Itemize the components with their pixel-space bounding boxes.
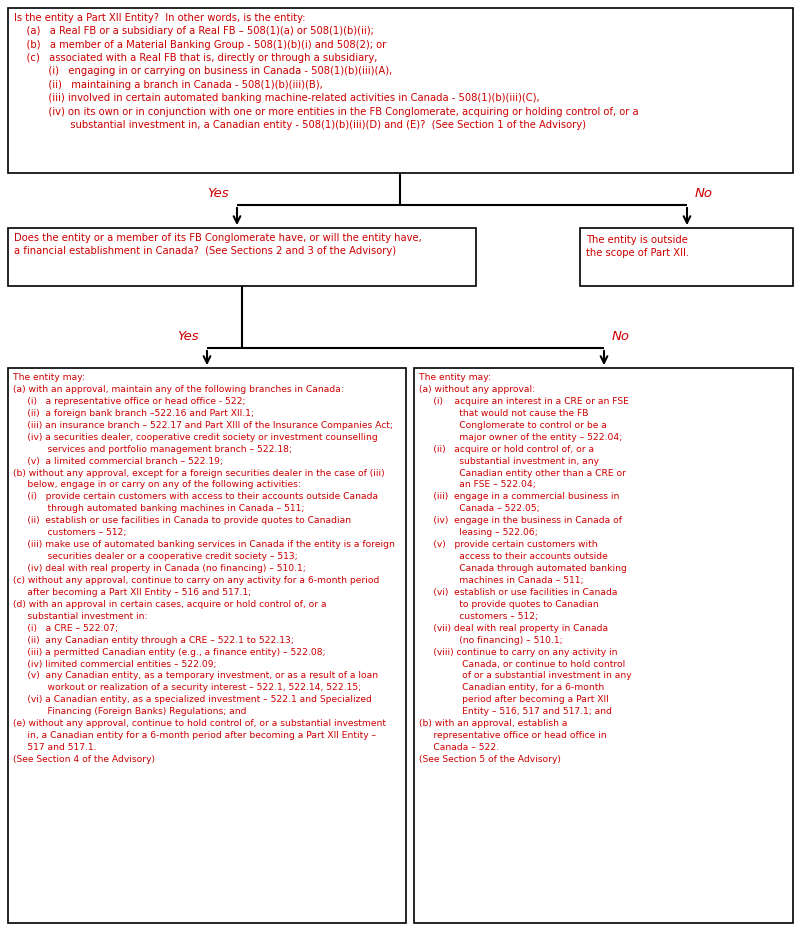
Text: No: No [695,187,712,200]
Bar [414,368,792,923]
Text: The entity may:
(a) without any approval:
     (i)    acquire an interest in a C: The entity may: (a) without any approval… [419,373,631,764]
Text: Yes: Yes [207,187,229,200]
Bar [8,368,406,923]
Text: The entity may:
(a) with an approval, maintain any of the following branches in : The entity may: (a) with an approval, ma… [13,373,395,764]
Text: The entity is outside
the scope of Part XII.: The entity is outside the scope of Part … [585,235,688,259]
Text: Is the entity a Part XII Entity?  In other words, is the entity:
    (a)   a Rea: Is the entity a Part XII Entity? In othe… [14,13,638,130]
Bar [8,228,476,286]
Text: Yes: Yes [177,330,199,343]
Bar [8,8,792,173]
Text: Does the entity or a member of its FB Conglomerate have, or will the entity have: Does the entity or a member of its FB Co… [14,233,421,256]
Bar [579,228,792,286]
Text: No: No [611,330,630,343]
